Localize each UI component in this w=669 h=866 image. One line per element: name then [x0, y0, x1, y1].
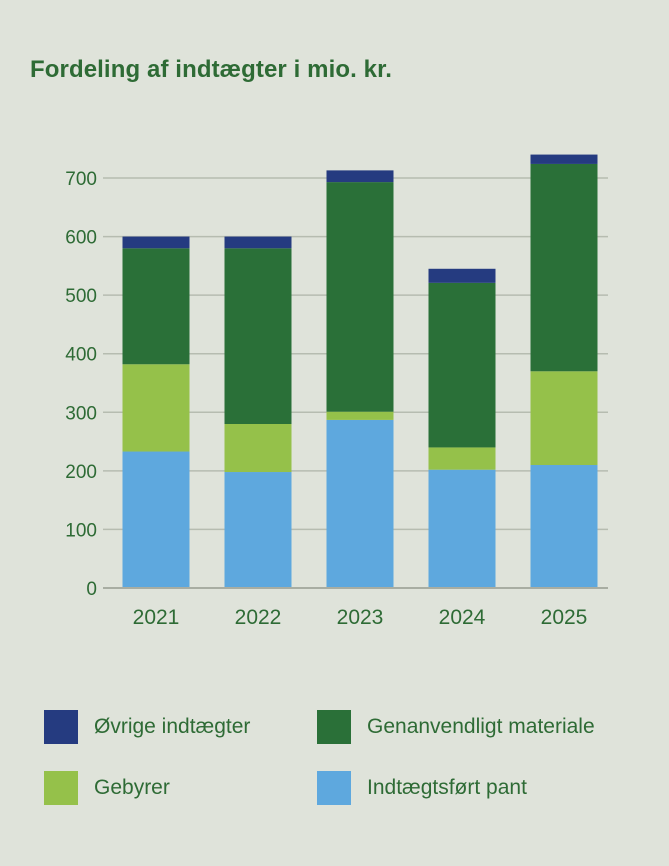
bar-2025-genanvendligt-materiale	[530, 163, 598, 372]
bar-2023-genanvendligt-materiale	[326, 182, 394, 412]
x-tick-label-2023: 2023	[337, 606, 384, 629]
bar-2023-øvrige-indtægter	[326, 170, 394, 183]
axes: 0 100 200 300 400 500 600 700 2021 2022 2023 2024 20…	[65, 169, 608, 629]
chart-plot: 0 100 200 300 400 500 600 700 2021 2022 2023 2024 20…	[65, 154, 608, 629]
y-tick-label-100: 100	[65, 520, 97, 541]
legend-label-ovrige: Øvrige indtægter	[94, 715, 251, 738]
bar-2024-gebyrer	[428, 447, 496, 470]
bar-2021-genanvendligt-materiale	[122, 248, 190, 365]
legend: Øvrige indtægter Genanvendligt materiale…	[44, 710, 644, 820]
bar-2021-gebyrer	[122, 364, 190, 452]
x-tick-label-2021: 2021	[133, 606, 180, 629]
legend-item-gebyrer: Gebyrer	[44, 771, 170, 805]
bar-2022-indtægtsført-pant	[224, 472, 292, 588]
bar-2024-indtægtsført-pant	[428, 469, 496, 588]
chart-title: Fordeling af indtægter i mio. kr.	[30, 56, 392, 83]
legend-item-ovrige: Øvrige indtægter	[44, 710, 250, 744]
bar-2022-gebyrer	[224, 424, 292, 473]
legend-item-pant: Indtægtsført pant	[317, 771, 527, 805]
bars	[122, 154, 598, 588]
y-tick-label-300: 300	[65, 403, 97, 424]
legend-swatch-ovrige	[44, 710, 78, 744]
x-tick-label-2024: 2024	[439, 606, 486, 629]
legend-label-genanvendligt: Genanvendligt materiale	[367, 715, 595, 738]
y-tick-label-0: 0	[86, 579, 97, 600]
bar-2021-øvrige-indtægter	[122, 236, 190, 249]
bar-2021-indtægtsført-pant	[122, 451, 190, 588]
bar-2023-gebyrer	[326, 411, 394, 420]
legend-swatch-gebyrer	[44, 771, 78, 805]
bar-2025-indtægtsført-pant	[530, 465, 598, 588]
bar-2024-genanvendligt-materiale	[428, 282, 496, 448]
bar-2022-øvrige-indtægter	[224, 236, 292, 249]
legend-label-pant: Indtægtsført pant	[367, 776, 527, 799]
legend-swatch-genanvendligt	[317, 710, 351, 744]
x-tick-label-2025: 2025	[541, 606, 588, 629]
y-tick-label-200: 200	[65, 462, 97, 483]
bar-2023-indtægtsført-pant	[326, 419, 394, 588]
legend-swatch-pant	[317, 771, 351, 805]
bar-2025-øvrige-indtægter	[530, 154, 598, 164]
bar-2022-genanvendligt-materiale	[224, 248, 292, 424]
y-tick-label-700: 700	[65, 169, 97, 190]
bar-2025-gebyrer	[530, 371, 598, 465]
legend-label-gebyrer: Gebyrer	[94, 776, 170, 799]
bar-2024-øvrige-indtægter	[428, 268, 496, 283]
y-tick-label-500: 500	[65, 286, 97, 307]
x-tick-label-2022: 2022	[235, 606, 282, 629]
y-tick-label-600: 600	[65, 228, 97, 249]
y-tick-label-400: 400	[65, 345, 97, 366]
legend-item-genanvendligt: Genanvendligt materiale	[317, 710, 595, 744]
